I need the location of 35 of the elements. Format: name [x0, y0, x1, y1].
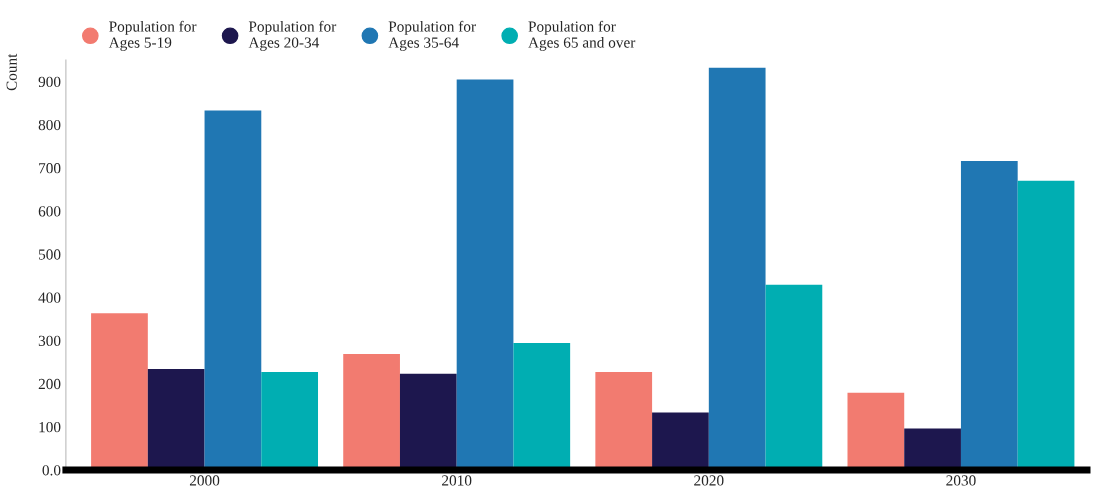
y-tick-label: 800	[38, 119, 61, 131]
bar	[708, 67, 766, 470]
bar	[513, 343, 571, 470]
bar	[261, 372, 319, 470]
bar	[1017, 180, 1075, 470]
y-tick-label: 0.0	[42, 465, 61, 476]
bar	[595, 372, 653, 470]
legend-label: Population for Ages 35-64	[388, 20, 476, 51]
legend-label: Population for Ages 20-34	[248, 20, 337, 51]
y-tick-label: 400	[38, 292, 61, 303]
y-tick-label: 500	[38, 249, 61, 260]
bar	[652, 412, 709, 470]
bar	[765, 284, 823, 470]
legend-label: Population for Ages 5-19	[108, 20, 197, 51]
y-tick-label: 700	[39, 163, 61, 174]
y-axis-title: Count	[6, 53, 17, 91]
y-tick-label: 600	[38, 206, 61, 217]
bar	[456, 79, 514, 470]
x-tick-label: 2000	[189, 475, 220, 486]
y-tick-label: 300	[38, 335, 61, 346]
x-tick-label: 2010	[442, 475, 472, 486]
x-tick-label: 2030	[946, 475, 976, 486]
y-tick-label: 200	[38, 378, 61, 390]
legend-label: Population for Ages 65 and over	[528, 20, 636, 51]
bar	[91, 313, 148, 470]
bar	[147, 369, 205, 470]
bar	[904, 428, 961, 470]
y-tick-label: 900	[38, 76, 61, 88]
bar	[399, 373, 457, 470]
x-tick-label: 2020	[694, 475, 724, 486]
bar	[847, 392, 905, 470]
y-tick-label: 100	[39, 421, 61, 433]
bar	[343, 353, 400, 470]
bar	[204, 110, 262, 470]
bar	[960, 160, 1018, 470]
